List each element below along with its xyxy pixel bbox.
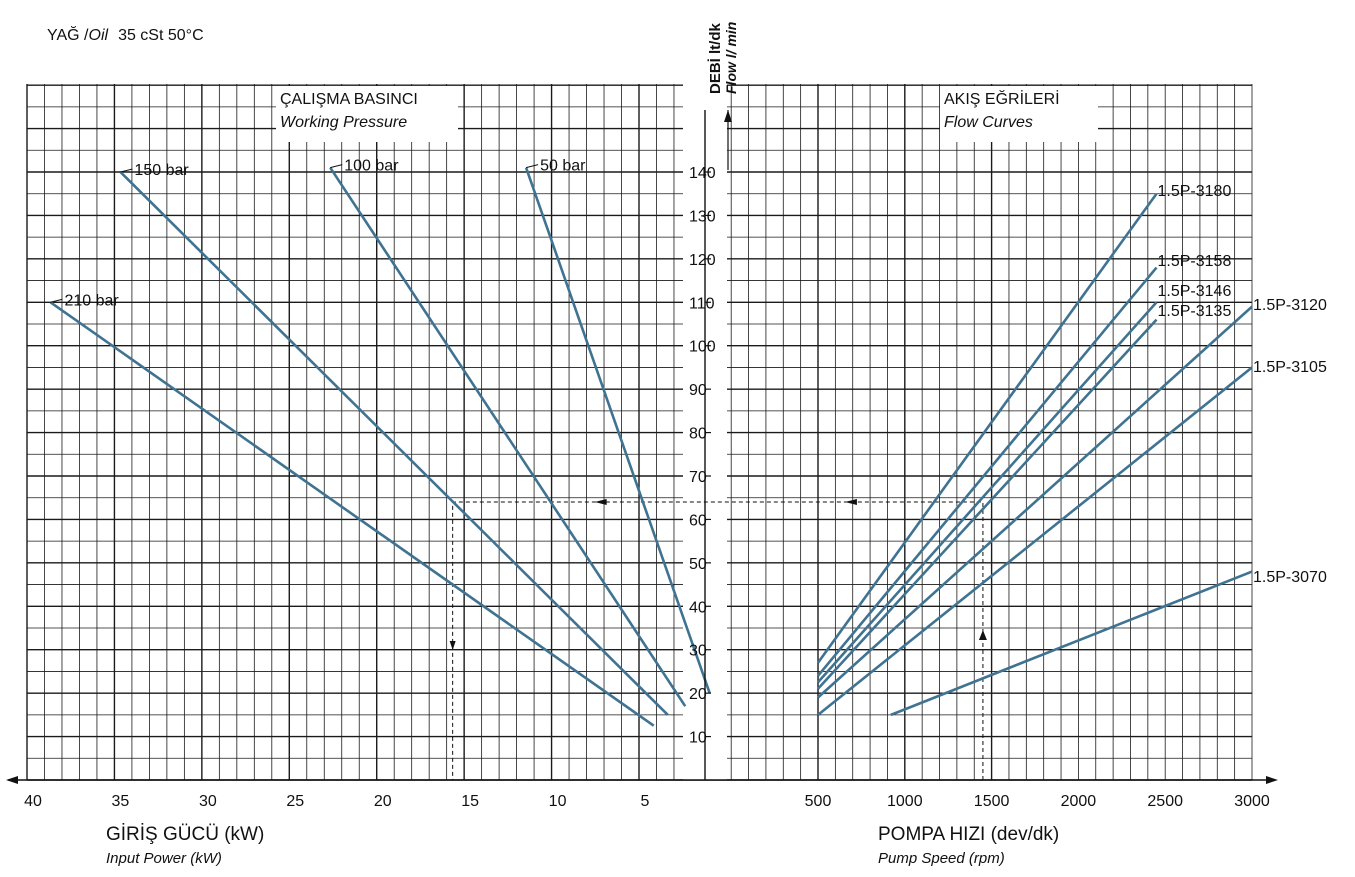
y-tick-label: 50 (689, 556, 707, 573)
flow-curve (817, 366, 1253, 716)
flow-curve (816, 266, 1158, 677)
series-group (49, 166, 1253, 727)
arrow-left-icon (844, 499, 857, 506)
pressure-line (119, 171, 669, 716)
y-tick-label: 80 (689, 426, 707, 443)
flow-curve (816, 192, 1158, 664)
arrow-down-icon (449, 641, 456, 651)
top-margin-bg (0, 0, 1355, 84)
pressure-label-leader (525, 164, 539, 169)
flow-curves-title-bg (940, 86, 1098, 142)
pressure-label-leader (330, 164, 343, 169)
flow-curve (890, 570, 1253, 717)
left-x-tick-label: 20 (374, 793, 392, 810)
svg-text:Flow l/ min: Flow l/ min (723, 22, 739, 94)
pressure-label-leader (50, 298, 63, 303)
pressure-title-bg (276, 86, 458, 142)
left-xlabel-tr: GİRİŞ GÜCÜ (kW) (106, 824, 264, 845)
y-tick-label: 30 (689, 643, 707, 660)
axes (6, 110, 1278, 784)
y-tick-label: 130 (689, 208, 716, 225)
oil-note: YAĞ /Oil 35 cSt 50°C (47, 25, 204, 44)
y-tick-label: 10 (689, 730, 707, 747)
y-tick-label: 140 (689, 165, 716, 182)
right-xlabel-tr: POMPA HIZI (dev/dk) (878, 824, 1059, 845)
y-tick-label: 70 (689, 469, 707, 486)
flow-curve-label: 1.5P-3180 (1158, 183, 1232, 200)
arrow-left-icon (594, 499, 607, 506)
x-axis-right-arrow (1266, 776, 1278, 784)
flow-curve-label: 1.5P-3070 (1253, 569, 1327, 586)
left-x-tick-label: 10 (549, 793, 567, 810)
y-tick-label: 20 (689, 686, 707, 703)
right-x-tick-label: 3000 (1234, 793, 1270, 810)
right-x-tick-label: 1000 (887, 793, 923, 810)
flow-curves-title-tr: AKIŞ EĞRİLERİ (944, 89, 1060, 108)
y-axis-arrow (724, 110, 732, 122)
flow-curve-label: 1.5P-3146 (1158, 283, 1232, 300)
left-x-tick-label: 5 (641, 793, 650, 810)
tick-labels: 10 20 30 40 50 60 70 80 90 100 110 120 130 140 40 35 30 2… (24, 165, 1270, 810)
pressure-line (49, 301, 655, 727)
pressure-title-en: Working Pressure (280, 114, 407, 131)
x-axis-left-arrow (6, 776, 18, 784)
y-tick-label: 60 (689, 512, 707, 529)
flow-curve (817, 301, 1158, 684)
example-reference-lines (449, 499, 987, 780)
pressure-line (524, 167, 711, 694)
arrow-up-icon (978, 630, 987, 641)
example-path (452, 501, 984, 780)
y-tick-label: 40 (689, 599, 707, 616)
y-tick-label: 110 (689, 295, 715, 312)
pressure-title-tr: ÇALIŞMA BASINCI (280, 91, 418, 108)
left-x-tick-label: 15 (461, 793, 479, 810)
y-tick-label: 120 (689, 252, 716, 269)
left-x-tick-label: 30 (199, 793, 217, 810)
svg-text:DEBİ lt/dk: DEBİ lt/dk (707, 23, 724, 94)
pressure-label-leader (120, 168, 133, 173)
left-x-tick-label: 35 (112, 793, 130, 810)
flow-curve (817, 305, 1253, 699)
flow-curve-label: 1.5P-3105 (1253, 359, 1327, 376)
left-xlabel-en: Input Power (kW) (106, 850, 222, 867)
flow-curve-label: 1.5P-3158 (1158, 253, 1232, 270)
pressure-line (329, 166, 687, 707)
right-x-tick-label: 2500 (1147, 793, 1183, 810)
y-tick-label: 90 (689, 382, 707, 399)
flow-curve-label: 1.5P-3120 (1253, 297, 1327, 314)
flow-curve (817, 318, 1158, 690)
right-x-tick-label: 500 (805, 793, 832, 810)
flow-curves-title-en: Flow Curves (944, 114, 1033, 131)
right-x-tick-label: 1500 (974, 793, 1010, 810)
pressure-label: 100 bar (344, 158, 399, 175)
chart-grid (26, 84, 1253, 781)
left-x-tick-label: 40 (24, 793, 42, 810)
left-x-tick-label: 25 (286, 793, 304, 810)
y-axis-label: DEBİ lt/dk Flow l/ min (707, 22, 739, 94)
pressure-label: 210 bar (64, 292, 119, 309)
right-x-tick-label: 2000 (1061, 793, 1097, 810)
pressure-label: 50 bar (540, 158, 586, 175)
y-tick-label: 100 (689, 339, 716, 356)
right-xlabel-en: Pump Speed (rpm) (878, 850, 1005, 867)
flow-curve-label: 1.5P-3135 (1158, 303, 1232, 320)
pressure-label: 150 bar (134, 162, 189, 179)
series-labels: 210 bar 150 bar 100 bar 50 bar 1.5P-3180 1.5P… (50, 158, 1327, 586)
